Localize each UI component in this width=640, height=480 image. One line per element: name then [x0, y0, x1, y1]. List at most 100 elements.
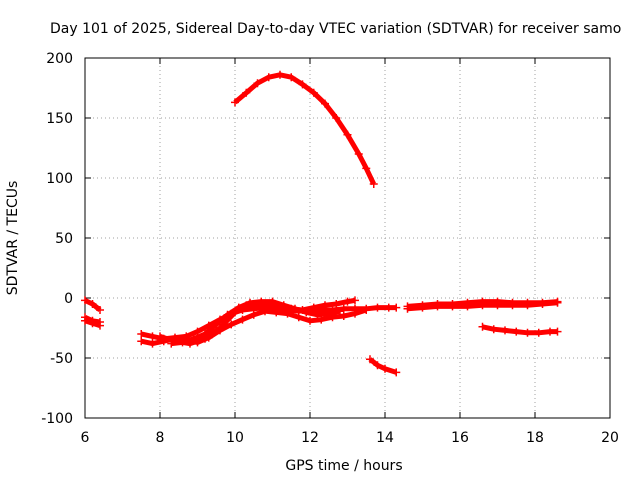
data-point — [321, 301, 329, 310]
grid-lines — [85, 58, 610, 418]
data-point — [238, 315, 247, 324]
data-point — [148, 332, 157, 341]
x-tick-label: 18 — [526, 430, 544, 446]
x-tick-label: 20 — [601, 430, 619, 446]
data-point — [276, 70, 284, 79]
data-point — [156, 332, 164, 341]
y-axis-ticks: -100 -50 0 50 100 150 200 — [41, 51, 610, 427]
series-arc-4 — [231, 70, 378, 188]
x-tick-label: 12 — [301, 430, 319, 446]
x-tick-label: 6 — [81, 430, 90, 446]
series-arc-8 — [167, 297, 344, 348]
data-point — [216, 324, 224, 332]
data-point — [489, 325, 498, 334]
data-point — [493, 301, 502, 310]
data-point — [553, 327, 562, 336]
data-point — [246, 298, 254, 307]
series-arc-7 — [156, 296, 359, 348]
data-point — [257, 297, 266, 306]
data-point — [463, 302, 472, 311]
series-arc-11 — [403, 298, 562, 313]
data-point — [212, 320, 221, 329]
series-arc-3 — [81, 313, 104, 326]
data-point — [351, 309, 359, 318]
data-point — [283, 309, 292, 318]
data-point — [137, 337, 146, 346]
data-point — [523, 328, 532, 337]
data-point — [313, 310, 322, 319]
series-arc-1 — [81, 296, 104, 314]
data-point — [253, 79, 262, 88]
data-point — [366, 355, 374, 364]
data-point — [264, 73, 273, 82]
data-point — [392, 368, 401, 377]
plot-frame — [84, 57, 611, 419]
data-point — [418, 303, 427, 312]
data-point — [553, 298, 562, 307]
y-tick-label: 0 — [64, 291, 73, 307]
data-point — [478, 301, 487, 310]
series-arc-9 — [366, 355, 401, 377]
data-point — [148, 339, 157, 348]
data-point — [332, 300, 341, 308]
data-point — [538, 300, 547, 308]
data-point — [96, 306, 104, 314]
data-point — [291, 304, 299, 313]
data-point — [403, 304, 412, 313]
y-axis-label: SDTVAR / TECUs — [5, 181, 21, 296]
data-point — [343, 297, 352, 306]
series-line — [171, 299, 341, 347]
series-line — [233, 72, 376, 186]
data-point — [512, 327, 521, 336]
data-point — [298, 80, 307, 89]
data-point — [501, 326, 509, 335]
series-line — [368, 357, 398, 375]
series-arc-12 — [478, 322, 562, 337]
data-point — [201, 330, 209, 338]
y-tick-label: -50 — [50, 351, 73, 367]
data-point — [362, 306, 371, 314]
data-point — [81, 296, 89, 305]
data-point — [534, 328, 543, 337]
data-point — [384, 303, 393, 312]
data-point — [249, 310, 258, 319]
data-point — [523, 301, 532, 310]
data-point — [369, 180, 378, 188]
data-point — [324, 309, 333, 318]
data-point — [88, 316, 97, 325]
chart-title: Day 101 of 2025, Sidereal Day-to-day VTE… — [50, 21, 621, 37]
data-point — [336, 307, 344, 316]
data-point — [279, 301, 288, 310]
x-tick-label: 16 — [451, 430, 469, 446]
data-point — [234, 303, 243, 312]
data-point — [137, 330, 146, 338]
data-point — [242, 88, 251, 97]
data-point — [354, 150, 363, 158]
data-point — [189, 334, 198, 343]
data-point — [309, 88, 318, 97]
x-tick-label: 8 — [156, 430, 165, 446]
data-point — [193, 327, 202, 336]
data-point — [231, 98, 239, 107]
data-point — [88, 300, 97, 308]
data-point — [287, 73, 296, 82]
data-point — [433, 302, 442, 311]
data-point — [343, 130, 352, 139]
y-tick-label: 50 — [55, 231, 73, 247]
data-point — [362, 164, 371, 173]
data-point — [167, 339, 176, 348]
data-point — [478, 322, 487, 331]
data-point — [309, 303, 318, 312]
data-point — [306, 316, 314, 325]
data-point — [261, 307, 269, 316]
data-point — [373, 303, 382, 312]
y-tick-label: -100 — [41, 411, 73, 427]
x-axis-label: GPS time / hours — [285, 458, 402, 474]
data-point — [508, 301, 517, 310]
data-series — [81, 70, 562, 377]
data-point — [302, 308, 311, 317]
data-point — [223, 310, 232, 319]
data-point — [332, 114, 341, 122]
y-tick-label: 200 — [46, 51, 73, 67]
